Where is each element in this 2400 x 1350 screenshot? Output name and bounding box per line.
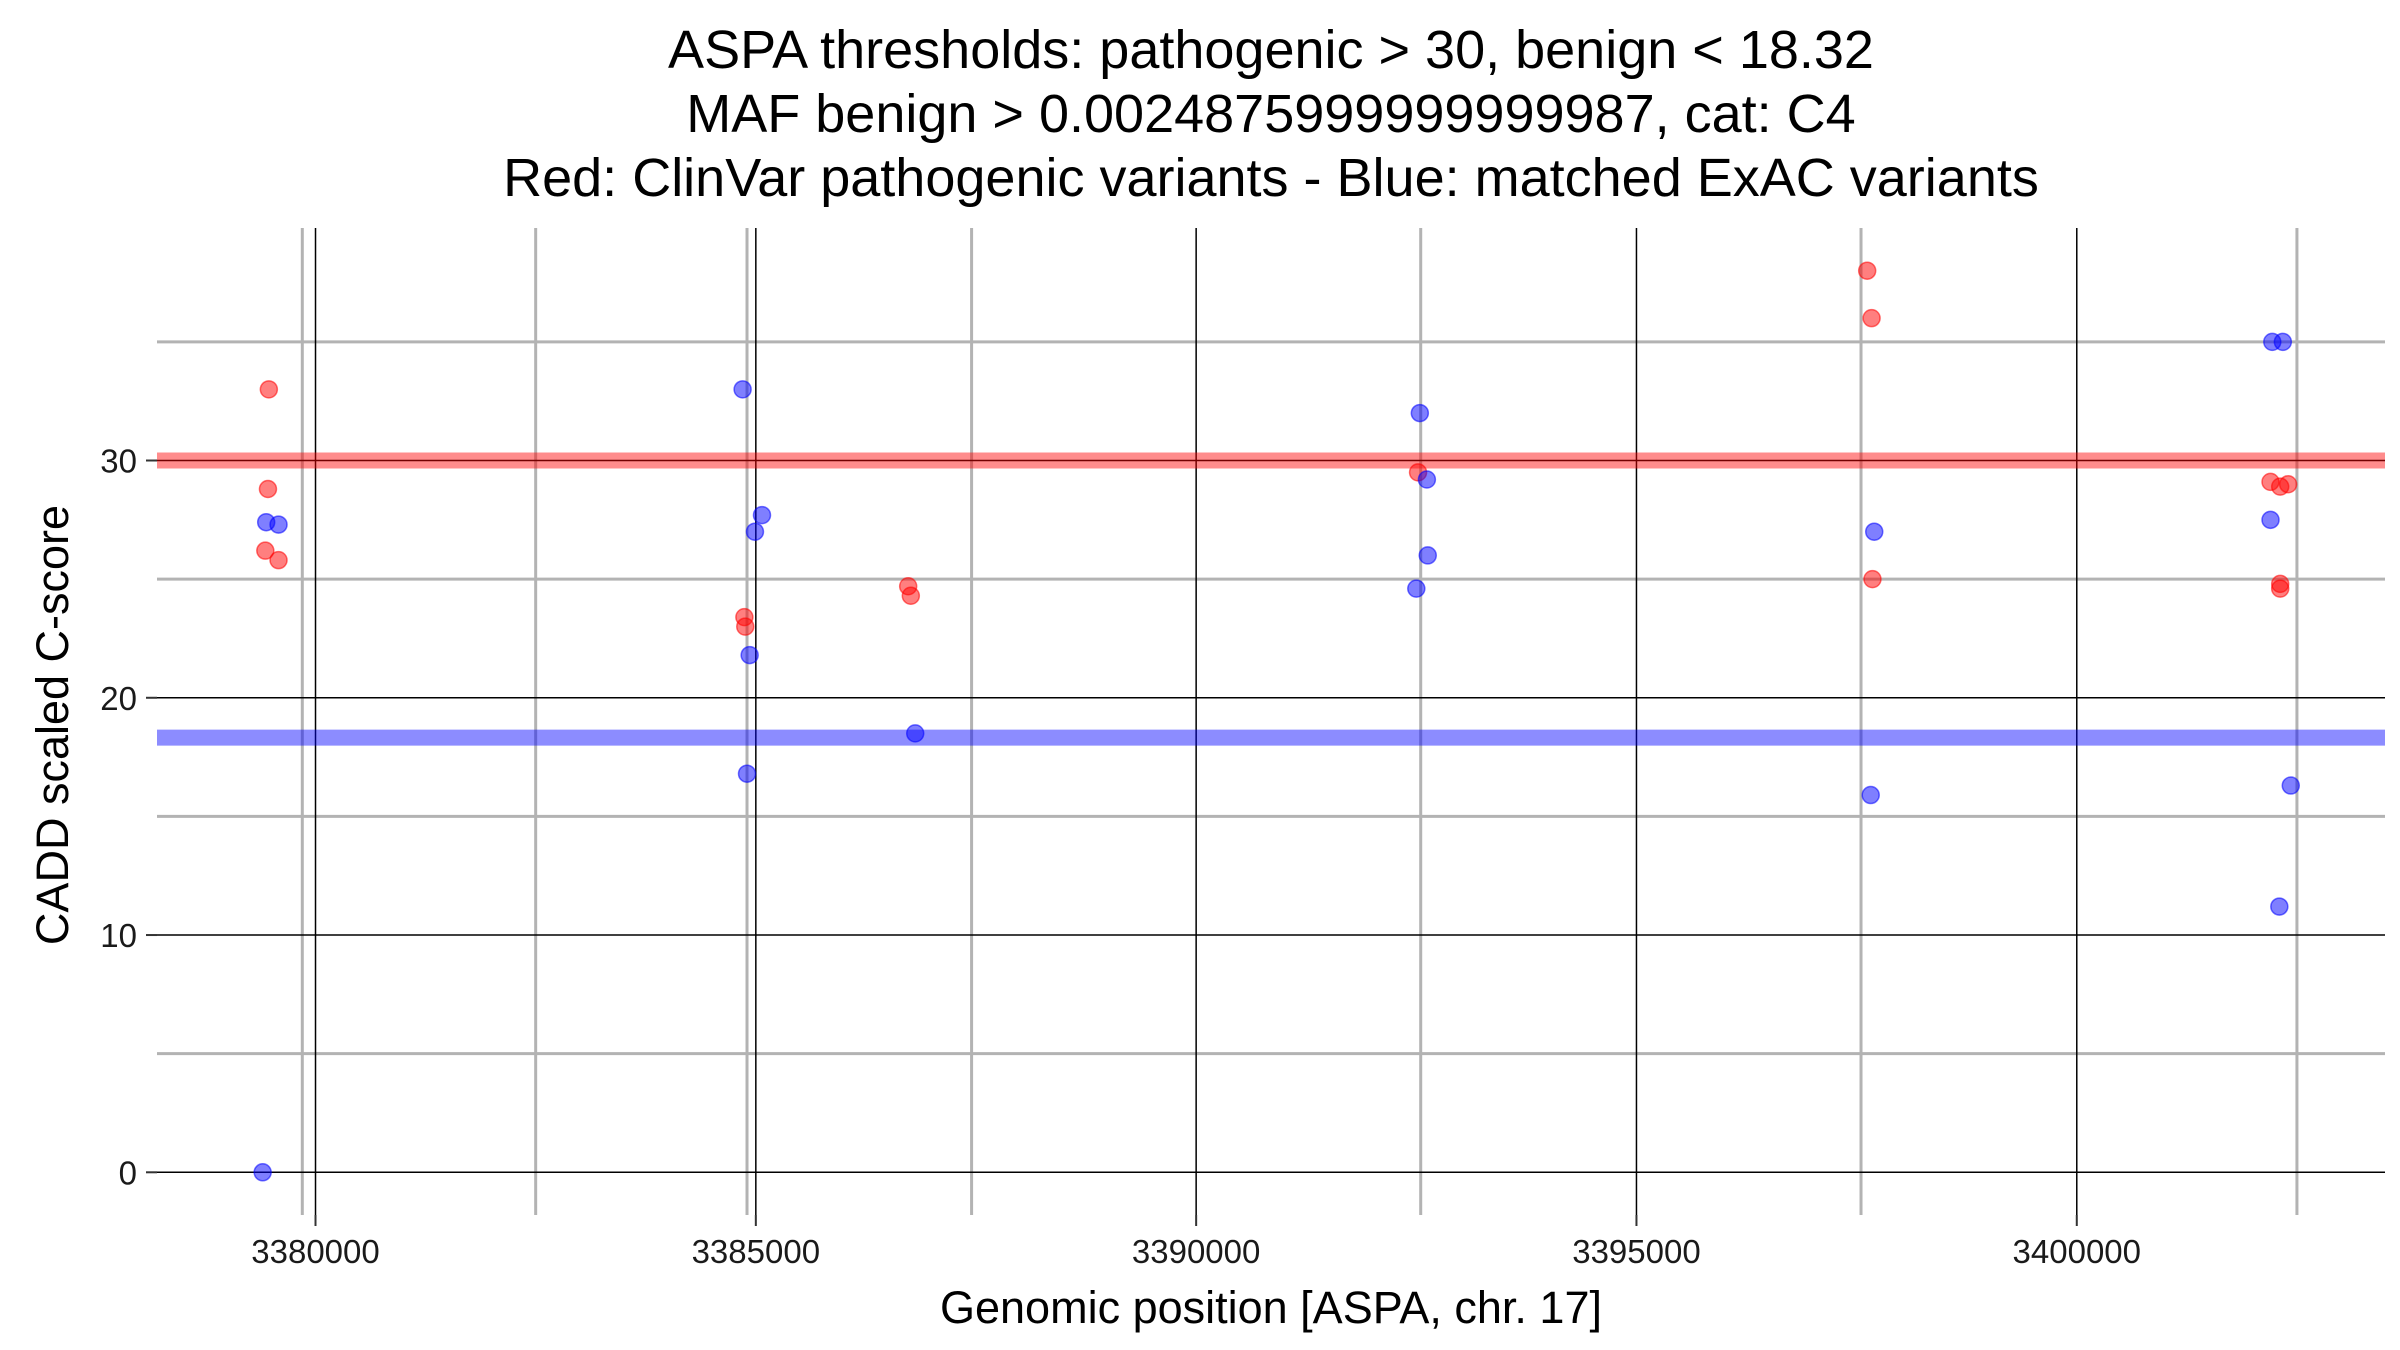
clinvar-pathogenic-point-0 — [259, 380, 279, 399]
exac-matched-point-3 — [733, 380, 752, 399]
exac-matched-point-6 — [740, 645, 759, 665]
y-tick-label-0: 0 — [119, 1154, 137, 1191]
y-axis-title: CADD scaled C-score — [27, 505, 78, 945]
clinvar-pathogenic-point-1 — [258, 479, 278, 499]
exac-matched-point-19 — [2270, 897, 2289, 916]
x-tick-label-2: 3390000 — [1132, 1233, 1260, 1270]
x-tick-label-4: 3400000 — [2013, 1233, 2141, 1270]
major-gridlines — [157, 228, 2385, 1215]
exac-matched-point-12 — [1407, 579, 1426, 598]
exac-matched-point-14 — [1861, 785, 1880, 805]
exac-matched-point-4 — [752, 505, 772, 525]
clinvar-pathogenic-point-16 — [2270, 579, 2290, 598]
x-tick-label-3: 3395000 — [1572, 1233, 1700, 1270]
exac-matched-point-13 — [1864, 522, 1884, 541]
y-tick-label-2: 20 — [100, 680, 137, 717]
x-tick-label-0: 3380000 — [251, 1233, 379, 1270]
clinvar-pathogenic-point-5 — [736, 617, 755, 636]
chart-title-line-3: Red: ClinVar pathogenic variants - Blue:… — [503, 148, 2039, 208]
exac-matched-point-17 — [2261, 510, 2280, 530]
exac-matched-point-18 — [2281, 776, 2301, 795]
exac-matched-point-11 — [1418, 546, 1438, 565]
exac-matched-point-16 — [2273, 332, 2293, 352]
chart-title-line-1: ASPA thresholds: pathogenic > 30, benign… — [668, 20, 1874, 80]
clinvar-pathogenic-point-7 — [901, 586, 921, 606]
data-points — [253, 261, 2301, 1182]
exac-matched-point-2 — [253, 1163, 272, 1182]
exac-matched-point-8 — [905, 724, 925, 743]
clinvar-pathogenic-point-9 — [1857, 261, 1877, 280]
exac-matched-point-9 — [1410, 403, 1430, 423]
exac-matched-point-7 — [737, 764, 757, 783]
clinvar-pathogenic-point-3 — [269, 550, 288, 570]
exac-matched-point-10 — [1417, 470, 1437, 489]
exac-matched-point-1 — [269, 515, 288, 534]
x-tick-label-1: 3385000 — [692, 1233, 820, 1270]
clinvar-pathogenic-point-11 — [1863, 569, 1882, 589]
axis-ticks: 3380000 3385000 3390000 3395000 3400000 0 10 20… — [100, 443, 2141, 1270]
y-tick-label-1: 10 — [100, 917, 137, 954]
chart-title-line-2: MAF benign > 0.0024875999999999987, cat:… — [686, 84, 1855, 144]
clinvar-pathogenic-point-10 — [1862, 308, 1881, 328]
threshold-lines — [157, 452, 2385, 746]
clinvar-pathogenic-point-2 — [256, 541, 275, 560]
clinvar-pathogenic-point-14 — [2278, 474, 2298, 494]
y-tick-label-3: 30 — [100, 443, 137, 480]
exac-matched-point-5 — [745, 522, 765, 541]
x-axis-title: Genomic position [ASPA, chr. 17] — [940, 1282, 1602, 1333]
